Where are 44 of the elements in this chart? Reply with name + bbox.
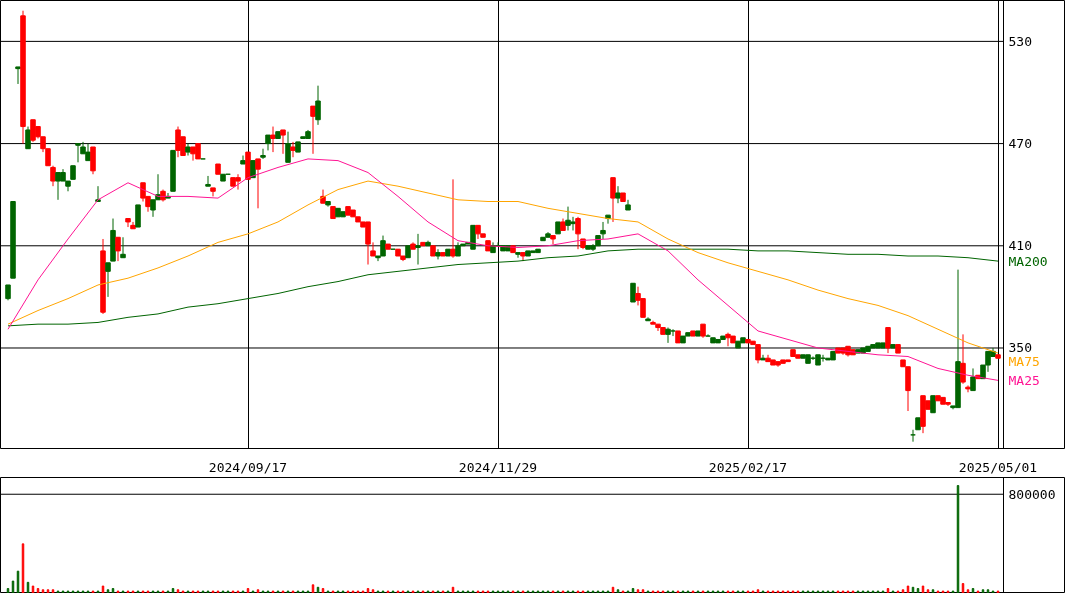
y-tick-label: 530 [1008,33,1032,49]
candlestick [665,327,671,344]
candlestick [965,384,971,393]
candlestick [960,333,966,385]
x-tick-label: 2025/05/01 [958,459,1038,475]
y-tick-label: 350 [1008,340,1032,356]
candlestick [615,185,621,204]
candlestick [15,66,21,85]
candlestick [415,233,421,266]
candlestick [610,177,616,223]
candlestick [260,148,266,160]
candlestick [885,327,891,354]
line-series [7,248,999,327]
candlestick [565,206,571,231]
candlestick [270,126,276,153]
y-tick-label: 470 [1008,136,1032,152]
candlestick [315,85,321,126]
candlestick [205,175,211,187]
candlestick [280,129,286,155]
candlestick [90,146,96,175]
candlestick [120,236,126,259]
series-label: MA200 [1008,253,1048,269]
x-tick-label: 2024/09/17 [208,459,288,475]
candlestick [285,131,291,163]
y-tick-label: 410 [1008,238,1032,254]
candlestick [450,178,456,259]
candlestick [135,204,141,228]
candlestick [255,158,261,209]
candlestick [290,141,296,158]
line-series [7,180,999,354]
series-label: MA75 [1008,354,1040,370]
candlestick [630,282,636,303]
candlestick [95,185,101,202]
candlestick [970,367,976,392]
candlestick [25,126,31,150]
x-tick-label: 2024/11/29 [458,459,538,475]
x-tick-label: 2025/02/17 [708,459,788,475]
candlestick [515,252,521,259]
candlestick [435,248,441,260]
candlestick [115,236,121,262]
series-label: MA25 [1008,372,1040,388]
candlestick [310,105,316,155]
candlestick [760,354,766,361]
y-tick-label: 800000 [1008,486,1056,502]
